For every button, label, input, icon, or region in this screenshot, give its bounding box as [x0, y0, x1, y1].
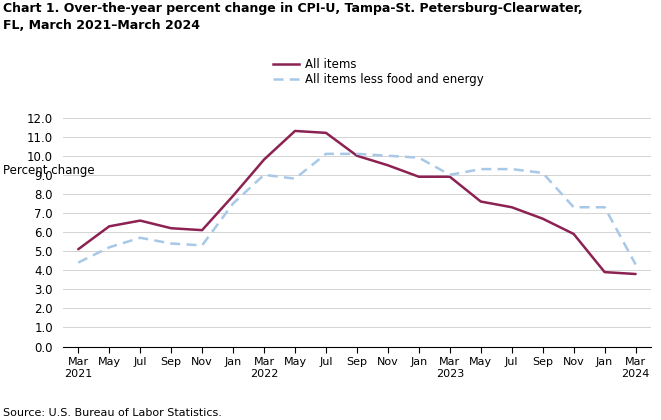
All items less food and energy: [415, 155, 423, 160]
All items less food and energy: [384, 153, 392, 158]
All items: [415, 174, 423, 179]
All items: [446, 174, 454, 179]
All items: [167, 226, 175, 231]
All items: [260, 157, 268, 162]
Text: Chart 1. Over-the-year percent change in CPI-U, Tampa-St. Petersburg-Clearwater,: Chart 1. Over-the-year percent change in…: [3, 2, 583, 15]
All items: [384, 163, 392, 168]
All items less food and energy: [105, 245, 113, 250]
All items less food and energy: [353, 151, 361, 156]
Text: FL, March 2021–March 2024: FL, March 2021–March 2024: [3, 19, 200, 32]
All items less food and energy: [291, 176, 299, 181]
All items less food and energy: [322, 151, 330, 156]
All items less food and energy: [601, 205, 609, 210]
All items less food and energy: [477, 167, 485, 172]
All items: [539, 216, 547, 221]
All items less food and energy: [74, 260, 82, 265]
All items less food and energy: [570, 205, 578, 210]
All items: [105, 224, 113, 229]
All items: [508, 205, 516, 210]
Line: All items less food and energy: All items less food and energy: [78, 154, 636, 265]
Legend: All items, All items less food and energy: All items, All items less food and energ…: [268, 53, 488, 91]
All items less food and energy: [508, 167, 516, 172]
All items less food and energy: [229, 201, 237, 206]
All items less food and energy: [167, 241, 175, 246]
All items: [291, 129, 299, 134]
Text: Percent change: Percent change: [3, 164, 95, 176]
All items: [74, 247, 82, 252]
All items: [229, 193, 237, 198]
All items less food and energy: [632, 262, 640, 267]
All items less food and energy: [539, 171, 547, 176]
All items: [198, 228, 206, 233]
Line: All items: All items: [78, 131, 636, 274]
All items less food and energy: [260, 172, 268, 177]
All items: [477, 199, 485, 204]
All items less food and energy: [198, 243, 206, 248]
All items: [322, 130, 330, 135]
All items: [570, 231, 578, 236]
All items less food and energy: [446, 172, 454, 177]
All items: [353, 153, 361, 158]
All items: [601, 270, 609, 275]
All items: [632, 271, 640, 276]
All items: [136, 218, 144, 223]
All items less food and energy: [136, 235, 144, 240]
Text: Source: U.S. Bureau of Labor Statistics.: Source: U.S. Bureau of Labor Statistics.: [3, 408, 222, 418]
